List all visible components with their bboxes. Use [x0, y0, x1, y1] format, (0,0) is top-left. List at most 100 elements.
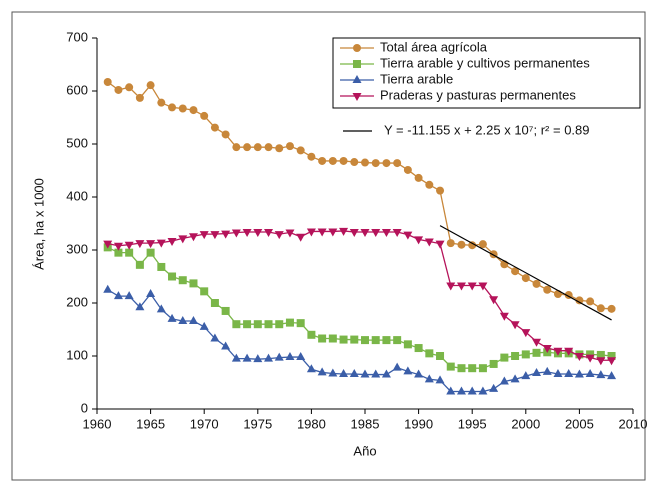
x-tick-label: 1970 — [190, 416, 219, 431]
marker — [210, 299, 219, 307]
marker — [350, 158, 359, 167]
marker — [243, 320, 252, 329]
marker — [146, 248, 155, 257]
marker — [435, 375, 445, 384]
legend-label: Praderas y pasturas permanentes — [380, 87, 576, 102]
marker — [167, 237, 177, 246]
marker — [353, 60, 361, 68]
marker — [511, 352, 520, 360]
marker — [596, 370, 606, 379]
marker — [285, 229, 295, 238]
marker — [414, 369, 424, 378]
marker — [553, 347, 563, 356]
marker — [113, 242, 123, 251]
marker — [264, 353, 274, 362]
marker — [189, 279, 198, 288]
marker — [393, 336, 402, 345]
marker — [307, 152, 316, 161]
marker — [318, 334, 327, 343]
marker — [361, 336, 369, 345]
marker — [521, 371, 531, 380]
marker — [414, 344, 423, 353]
marker — [200, 287, 209, 296]
marker — [457, 364, 466, 373]
marker — [328, 368, 338, 377]
x-tick-label: 2005 — [565, 416, 594, 431]
x-tick-label: 1980 — [297, 416, 326, 431]
marker — [352, 75, 362, 83]
marker — [371, 159, 380, 168]
marker — [553, 369, 563, 378]
marker — [103, 240, 113, 249]
marker — [178, 316, 188, 325]
marker — [296, 146, 305, 155]
marker — [381, 369, 391, 378]
marker — [114, 248, 123, 257]
y-axis-label: Área, ha x 1000 — [31, 178, 46, 270]
marker — [371, 336, 380, 345]
marker — [285, 318, 294, 327]
marker — [178, 104, 187, 113]
marker — [199, 321, 209, 330]
marker — [489, 359, 498, 368]
marker — [575, 296, 584, 305]
marker — [339, 369, 349, 378]
marker — [274, 352, 284, 361]
legend-box — [332, 37, 641, 109]
marker — [306, 364, 316, 373]
marker — [381, 228, 391, 237]
marker — [318, 156, 327, 165]
y-tick-label: 0 — [81, 400, 88, 415]
marker — [360, 369, 370, 378]
marker — [274, 231, 284, 240]
marker — [521, 274, 530, 283]
marker — [371, 369, 381, 378]
marker — [199, 231, 209, 240]
marker — [135, 302, 145, 311]
marker — [392, 362, 402, 371]
x-tick-label: 1995 — [458, 416, 487, 431]
marker — [393, 159, 402, 168]
marker — [339, 227, 349, 236]
marker — [242, 228, 252, 237]
x-tick-label: 1975 — [243, 416, 272, 431]
marker — [607, 352, 616, 360]
marker — [156, 304, 166, 313]
marker — [157, 262, 166, 271]
marker — [436, 352, 445, 360]
marker — [542, 366, 552, 375]
y-tick-label: 300 — [66, 241, 88, 256]
marker — [221, 230, 231, 239]
legend-label: Tierra arable y cultivos permanentes — [380, 55, 590, 70]
marker — [446, 362, 455, 371]
marker — [553, 289, 562, 298]
marker — [275, 144, 284, 153]
marker — [210, 123, 219, 132]
marker — [478, 240, 487, 249]
marker — [403, 231, 413, 240]
x-tick-label: 2000 — [511, 416, 540, 431]
marker — [243, 143, 252, 152]
marker — [352, 93, 362, 101]
marker — [188, 233, 198, 242]
marker — [264, 228, 274, 237]
marker — [511, 267, 520, 276]
marker — [146, 81, 155, 90]
marker — [124, 241, 134, 250]
marker — [135, 240, 145, 249]
marker — [532, 279, 541, 288]
marker — [585, 369, 595, 378]
marker — [510, 321, 520, 330]
y-tick-label: 100 — [66, 347, 88, 362]
marker — [114, 85, 123, 94]
y-tick-label: 400 — [66, 188, 88, 203]
marker — [285, 142, 294, 151]
marker — [446, 282, 456, 291]
marker — [242, 353, 252, 362]
marker — [264, 143, 273, 152]
marker — [424, 374, 434, 383]
marker — [317, 228, 327, 237]
marker — [521, 350, 530, 359]
marker — [361, 158, 369, 167]
marker — [339, 156, 348, 165]
